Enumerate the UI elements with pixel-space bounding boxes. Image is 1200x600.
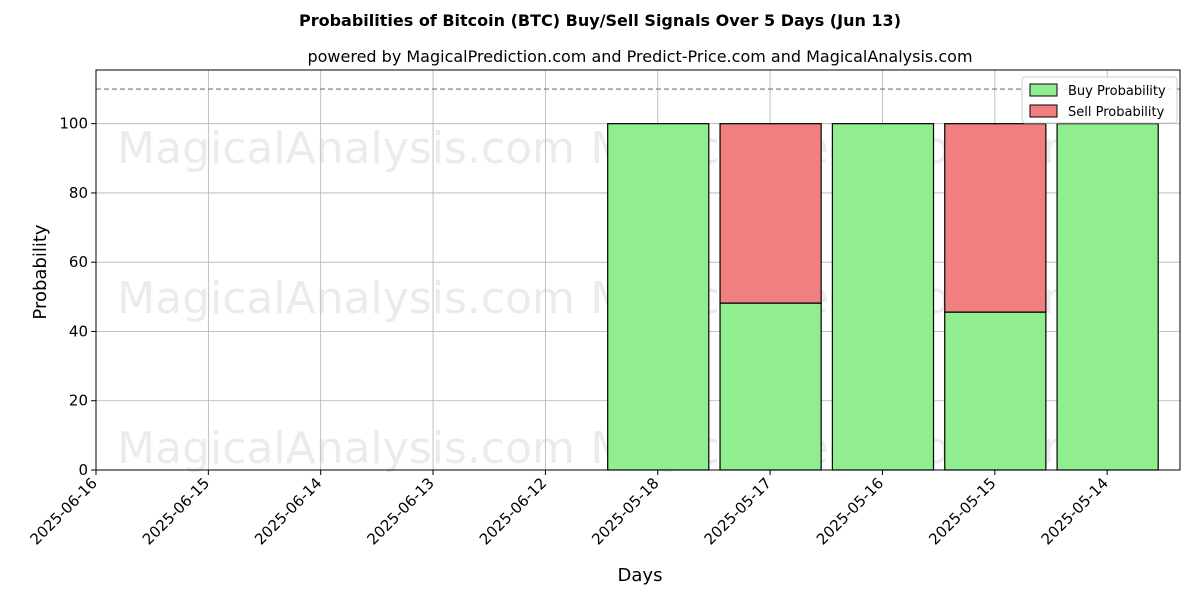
x-axis-ticks: 2025-06-16 2025-06-15 2025-06-14 2025-06-13… (26, 470, 1112, 548)
x-tick-label: 2025-05-18 (588, 474, 662, 548)
y-tick-label: 20 (69, 392, 88, 410)
sell-bar (719, 123, 822, 304)
y-tick-label: 40 (69, 322, 88, 340)
chart-title: Probabilities of Bitcoin (BTC) Buy/Sell … (299, 11, 901, 30)
chart-subtitle: powered by MagicalPrediction.com and Pre… (307, 47, 972, 66)
watermarks: MagicalAnalysis.comMagicalPrediction.com… (117, 123, 1085, 474)
legend-label: Sell Probability (1068, 105, 1165, 120)
y-tick-label: 60 (69, 253, 88, 271)
buy-bar (831, 123, 935, 471)
sell-bar (944, 123, 1047, 313)
legend-label: Buy Probability (1068, 84, 1166, 99)
buy-bar (1056, 123, 1159, 471)
plot-frame (95, 69, 1181, 471)
x-tick-label: 2025-06-16 (26, 474, 100, 548)
x-axis-label: Days (618, 565, 663, 586)
y-tick-label: 0 (78, 461, 88, 479)
y-axis-ticks: 0 20 40 60 80 100 (59, 115, 96, 479)
buy-bar (719, 302, 822, 471)
watermark-text: MagicalAnalysis.com (117, 423, 575, 474)
bars (607, 123, 1159, 471)
x-tick-label: 2025-05-15 (925, 474, 999, 548)
x-tick-label: 2025-05-17 (701, 474, 775, 548)
buy-bar (607, 123, 710, 471)
x-tick-label: 2025-06-12 (476, 474, 550, 548)
x-tick-label: 2025-05-16 (813, 474, 887, 548)
legend-swatch (1029, 104, 1058, 118)
y-tick-label: 80 (69, 184, 88, 202)
legend-box (1021, 76, 1178, 124)
x-tick-label: 2025-06-13 (363, 474, 437, 548)
x-tick-label: 2025-05-14 (1038, 474, 1112, 548)
watermark-text: MagicalAnalysis.com (117, 273, 575, 324)
y-axis-label: Probability (30, 224, 51, 319)
legend-swatch (1029, 83, 1058, 97)
x-tick-label: 2025-06-14 (251, 474, 325, 548)
x-tick-label: 2025-06-15 (139, 474, 213, 548)
watermark-text: MagicalAnalysis.com (117, 123, 575, 174)
y-tick-label: 100 (59, 115, 88, 133)
legend: Buy Probability Sell Probability (1021, 76, 1178, 124)
buy-bar (944, 311, 1047, 471)
